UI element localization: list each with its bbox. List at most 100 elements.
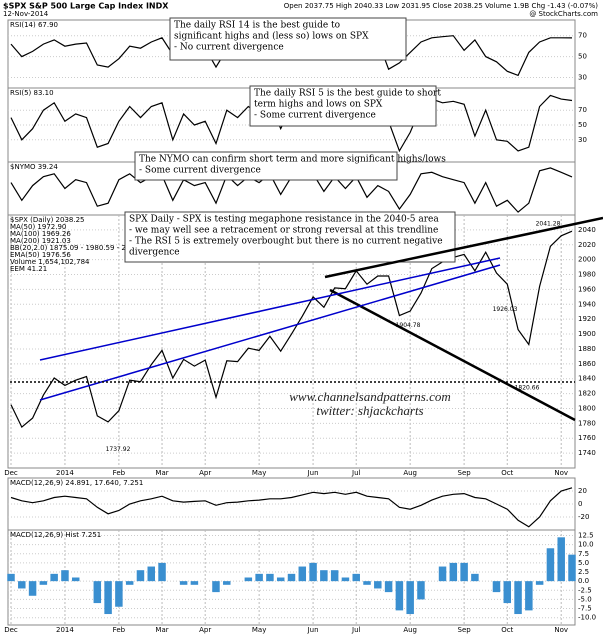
- y-tick-label: 7.5: [578, 550, 589, 558]
- line: [10, 230, 573, 429]
- x-tick-label: Nov: [554, 469, 568, 477]
- y-tick-label: 0.0: [578, 577, 589, 585]
- annotation-text: - Some current divergence: [254, 111, 376, 121]
- x-tick-label: Dec: [4, 626, 18, 634]
- bar: [276, 577, 285, 582]
- y-tick-label: 1860: [578, 360, 596, 368]
- bar: [223, 581, 231, 585]
- legend-entry: RSI(5) 83.10: [10, 89, 54, 97]
- y-tick-label: 1900: [578, 330, 596, 338]
- y-tick-label: 1780: [578, 419, 596, 427]
- x-tick-label: Jun: [307, 469, 319, 477]
- annotation-text: - Some current divergence: [139, 166, 261, 176]
- marks: 70 50 30 RSI(14) 67.90 70 50 30 RSI(5) 83.10 $NY…: [4, 17, 596, 634]
- y-tick-label: 2020: [578, 241, 596, 249]
- x-tick-label: 2014: [56, 469, 74, 477]
- bar: [39, 581, 48, 585]
- x-tick-label: Apr: [199, 469, 211, 477]
- bar: [341, 577, 350, 582]
- bar: [179, 581, 188, 585]
- bar: [136, 570, 145, 582]
- annotation-box: [249, 85, 437, 127]
- legend-entry: MA(100) 1969.26: [10, 230, 71, 238]
- legend-entry: RSI(14) 67.90: [10, 21, 58, 29]
- bar: [115, 581, 123, 607]
- legend-entry: MACD(12,26,9) Hist 7.251: [10, 531, 101, 539]
- legend-entry: EEM 41.21: [10, 265, 47, 273]
- y-tick-label: -2.5: [578, 586, 592, 594]
- annotation-text: SPX Daily - SPX is testing megaphone res…: [129, 215, 439, 225]
- legend-entry: Volume 1,654,102,784: [10, 258, 90, 266]
- bar: [363, 581, 371, 585]
- bar: [330, 570, 339, 582]
- trendlines: [10, 216, 603, 422]
- annotation-text: The daily RSI 14 is the best guide to: [174, 21, 340, 31]
- price-label: 1737.92: [106, 446, 131, 453]
- bar: [384, 581, 393, 593]
- bar: [514, 581, 522, 615]
- annotation-text: The daily RSI 5 is the best guide to sho…: [254, 89, 441, 99]
- x-tick-label: Sep: [458, 469, 472, 477]
- y-tick-label: 70: [578, 106, 587, 114]
- bar: [266, 573, 274, 582]
- legend-entry: MA(50) 1972.90: [10, 223, 66, 231]
- bar: [471, 573, 479, 582]
- legend-entry: EMA(50) 1976.56: [10, 251, 71, 259]
- annotation-box: [134, 151, 398, 181]
- bar: [7, 573, 15, 582]
- y-tick-label: 0: [578, 500, 582, 508]
- legend-entry: MACD(12,26,9) 24.891, 17.640, 7.251: [10, 479, 143, 487]
- bar: [244, 577, 253, 582]
- bar: [61, 570, 69, 582]
- chart-date: 12-Nov-2014: [3, 10, 49, 18]
- line: [10, 487, 573, 528]
- credit: @ StockCharts.com: [529, 10, 598, 18]
- bar: [190, 581, 199, 585]
- y-tick-label: 12.5: [578, 531, 594, 539]
- bar: [125, 581, 134, 585]
- bar: [212, 581, 220, 593]
- bar: [568, 554, 576, 582]
- bar: [417, 581, 425, 600]
- megaphone-top: [324, 216, 603, 279]
- y-tick-label: 2000: [578, 256, 596, 264]
- bar: [255, 573, 263, 582]
- x-tick-label: Jul: [351, 626, 361, 634]
- annotation-text: significant highs and (less so) lows on …: [174, 31, 369, 42]
- y-tick-label: 1800: [578, 404, 596, 412]
- annotation-text: - The RSI 5 is extremely overbought but …: [129, 237, 443, 247]
- bar: [71, 577, 80, 582]
- y-tick-label: 1940: [578, 300, 596, 308]
- x-tick-label: Aug: [403, 469, 417, 477]
- x-tick-label: Nov: [554, 626, 568, 634]
- bar: [535, 581, 544, 585]
- y-tick-label: 50: [578, 121, 587, 129]
- bar: [460, 562, 468, 582]
- bar: [50, 573, 58, 582]
- x-tick-label: Aug: [403, 626, 417, 634]
- annotation-text: The NYMO can confirm short term and more…: [139, 155, 446, 165]
- legend-entry: MA(200) 1921.03: [10, 237, 71, 245]
- x-tick-label: May: [252, 626, 266, 634]
- bar: [298, 566, 307, 582]
- price-label: 1820.66: [515, 385, 540, 392]
- legend-entry: $NYMO 39.24: [10, 163, 58, 171]
- x-tick-label: Dec: [4, 469, 18, 477]
- bar: [492, 581, 501, 593]
- y-tick-label: 1760: [578, 434, 596, 442]
- bar: [28, 581, 37, 596]
- legend-entry: BB(20,2.0) 1875.09 - 1980.59 - 2086.09: [10, 244, 150, 252]
- x-tick-label: Sep: [458, 626, 472, 634]
- quote: Open 2037.75 High 2040.33 Low 2031.95 Cl…: [284, 2, 598, 10]
- price-label: 2041.28: [536, 220, 561, 227]
- y-tick-label: 10.0: [578, 541, 594, 549]
- y-tick-label: 1880: [578, 345, 596, 353]
- annotation-text: term highs and lows on SPX: [254, 100, 383, 110]
- y-tick-label: 30: [578, 136, 587, 144]
- bar: [104, 581, 112, 615]
- channel-line: [39, 257, 501, 361]
- bar: [438, 566, 447, 582]
- bar: [352, 573, 360, 582]
- watermark: www.channelsandpatterns.com: [289, 389, 451, 404]
